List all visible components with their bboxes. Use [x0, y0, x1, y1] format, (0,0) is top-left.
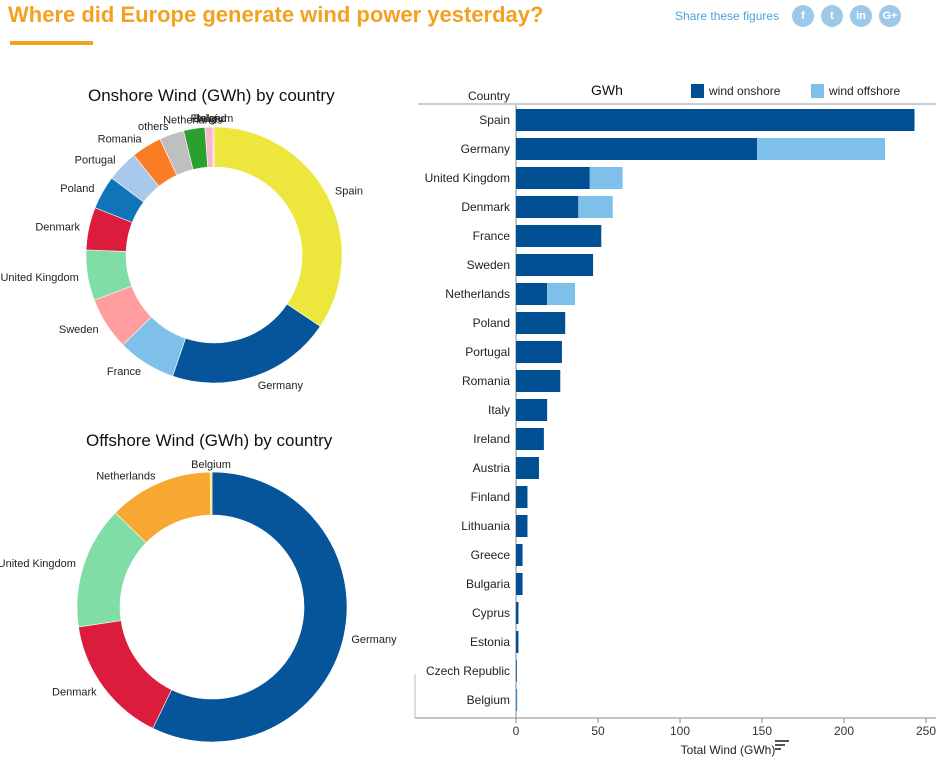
- x-tick-label-150: 150: [752, 724, 772, 738]
- x-tick-label-250: 250: [916, 724, 936, 738]
- linkedin-icon[interactable]: in: [850, 5, 872, 27]
- bar-wind-offshore-belgium[interactable]: [516, 689, 518, 711]
- slice-label-portugal: Portugal: [75, 155, 116, 167]
- category-label-denmark: Denmark: [461, 200, 511, 214]
- slice-label-denmark: Denmark: [35, 222, 80, 234]
- unit-label: GWh: [591, 82, 623, 98]
- google-plus-icon[interactable]: G+: [879, 5, 901, 27]
- bar-wind-onshore-greece[interactable]: [516, 544, 523, 566]
- wind-bar-chart: Country GWh wind onshore wind offshore 0 50 10…: [414, 82, 936, 757]
- slice-label-france: France: [107, 366, 141, 378]
- category-label-italy: Italy: [488, 403, 510, 417]
- category-label-ireland: Ireland: [473, 432, 510, 446]
- slice-denmark[interactable]: [78, 620, 173, 729]
- slice-label-netherlands: Netherlands: [96, 471, 156, 483]
- category-label-cyprus: Cyprus: [472, 606, 510, 620]
- bar-wind-onshore-czech-republic[interactable]: [516, 660, 517, 682]
- category-label-sweden: Sweden: [467, 258, 510, 272]
- slice-label-netherlands: Netherlands: [163, 115, 223, 127]
- bar-wind-offshore-denmark[interactable]: [578, 196, 613, 218]
- bar-wind-onshore-estonia[interactable]: [516, 631, 519, 653]
- x-axis-title: Total Wind (GWh): [681, 743, 776, 757]
- facebook-icon[interactable]: f: [792, 5, 814, 27]
- category-label-austria: Austria: [473, 461, 511, 475]
- bar-wind-onshore-poland[interactable]: [516, 312, 566, 334]
- category-label-portugal: Portugal: [465, 345, 510, 359]
- onshore-chart-title: Onshore Wind (GWh) by country: [88, 86, 335, 105]
- bar-wind-onshore-romania[interactable]: [516, 370, 561, 392]
- bar-wind-onshore-ireland[interactable]: [516, 428, 544, 450]
- bar-wind-onshore-france[interactable]: [516, 225, 602, 247]
- legend-label-wind-onshore[interactable]: wind onshore: [708, 84, 781, 98]
- onshore-donut-chart: Spain Germany France Sweden United Kingdom De…: [0, 113, 363, 392]
- category-label-czech-republic: Czech Republic: [426, 664, 510, 678]
- slice-label-spain: Spain: [335, 186, 363, 198]
- slice-label-belgium: Belgium: [191, 459, 231, 471]
- category-label-france: France: [473, 229, 511, 243]
- category-label-belgium: Belgium: [467, 693, 510, 707]
- bar-wind-onshore-bulgaria[interactable]: [516, 573, 523, 595]
- slice-label-romania: Romania: [98, 134, 143, 146]
- bar-wind-onshore-denmark[interactable]: [516, 196, 579, 218]
- bar-wind-onshore-lithuania[interactable]: [516, 515, 528, 537]
- legend-label-wind-offshore[interactable]: wind offshore: [828, 84, 900, 98]
- category-label-greece: Greece: [471, 548, 511, 562]
- category-label-bulgaria: Bulgaria: [466, 577, 510, 591]
- title-underline: [10, 41, 93, 45]
- category-label-romania: Romania: [462, 374, 510, 388]
- slice-belgium[interactable]: [212, 126, 215, 168]
- slice-label-belgium: Belgium: [194, 113, 234, 125]
- slice-label-sweden: Sweden: [59, 324, 99, 336]
- category-label-netherlands: Netherlands: [445, 287, 510, 301]
- category-label-united-kingdom: United Kingdom: [425, 171, 510, 185]
- category-label-spain: Spain: [479, 113, 510, 127]
- category-label-poland: Poland: [473, 316, 510, 330]
- bar-wind-onshore-austria[interactable]: [516, 457, 539, 479]
- category-label-lithuania: Lithuania: [461, 519, 510, 533]
- x-tick-label-100: 100: [670, 724, 690, 738]
- bar-wind-offshore-united-kingdom[interactable]: [589, 167, 623, 189]
- twitter-icon[interactable]: t: [821, 5, 843, 27]
- slice-label-poland: Poland: [60, 183, 94, 195]
- category-label-germany: Germany: [461, 142, 510, 156]
- bar-wind-onshore-netherlands[interactable]: [516, 283, 548, 305]
- bar-wind-onshore-belgium[interactable]: [516, 689, 517, 711]
- slice-label-germany: Germany: [258, 380, 304, 392]
- slice-spain[interactable]: [213, 126, 343, 327]
- slice-germany[interactable]: [172, 303, 321, 384]
- slice-germany[interactable]: [152, 471, 348, 743]
- slice-label-finland: Finland: [190, 113, 226, 125]
- category-label-finland: Finland: [471, 490, 510, 504]
- bar-wind-onshore-cyprus[interactable]: [516, 602, 519, 624]
- bar-wind-onshore-spain[interactable]: [516, 109, 915, 131]
- offshore-donut-chart: Germany Denmark United Kingdom Netherlands B…: [0, 459, 397, 743]
- legend-swatch-wind-onshore[interactable]: [691, 84, 704, 98]
- bar-wind-offshore-netherlands[interactable]: [547, 283, 576, 305]
- bar-wind-onshore-portugal[interactable]: [516, 341, 562, 363]
- slice-label-others: others: [138, 121, 169, 133]
- slice-belgium[interactable]: [209, 471, 213, 516]
- sort-icon[interactable]: [775, 740, 789, 752]
- bar-wind-offshore-germany[interactable]: [757, 138, 885, 160]
- bar-wind-onshore-united-kingdom[interactable]: [516, 167, 590, 189]
- slice-label-denmark: Denmark: [52, 687, 97, 699]
- x-tick-label-50: 50: [591, 724, 605, 738]
- page-title: Where did Europe generate wind power yes…: [8, 2, 544, 27]
- bar-wind-onshore-italy[interactable]: [516, 399, 548, 421]
- share-label[interactable]: Share these figures: [675, 9, 780, 23]
- bar-wind-onshore-finland[interactable]: [516, 486, 528, 508]
- slice-label-united-kingdom: United Kingdom: [0, 272, 78, 284]
- x-tick-label-0: 0: [513, 724, 520, 738]
- category-axis-label: Country: [468, 89, 510, 103]
- bar-wind-onshore-germany[interactable]: [516, 138, 758, 160]
- offshore-chart-title: Offshore Wind (GWh) by country: [86, 431, 333, 450]
- category-label-estonia: Estonia: [470, 635, 510, 649]
- slice-label-united-kingdom: United Kingdom: [0, 558, 76, 570]
- x-tick-label-200: 200: [834, 724, 854, 738]
- bar-wind-onshore-sweden[interactable]: [516, 254, 594, 276]
- legend-swatch-wind-offshore[interactable]: [811, 84, 824, 98]
- slice-label-germany: Germany: [351, 634, 397, 646]
